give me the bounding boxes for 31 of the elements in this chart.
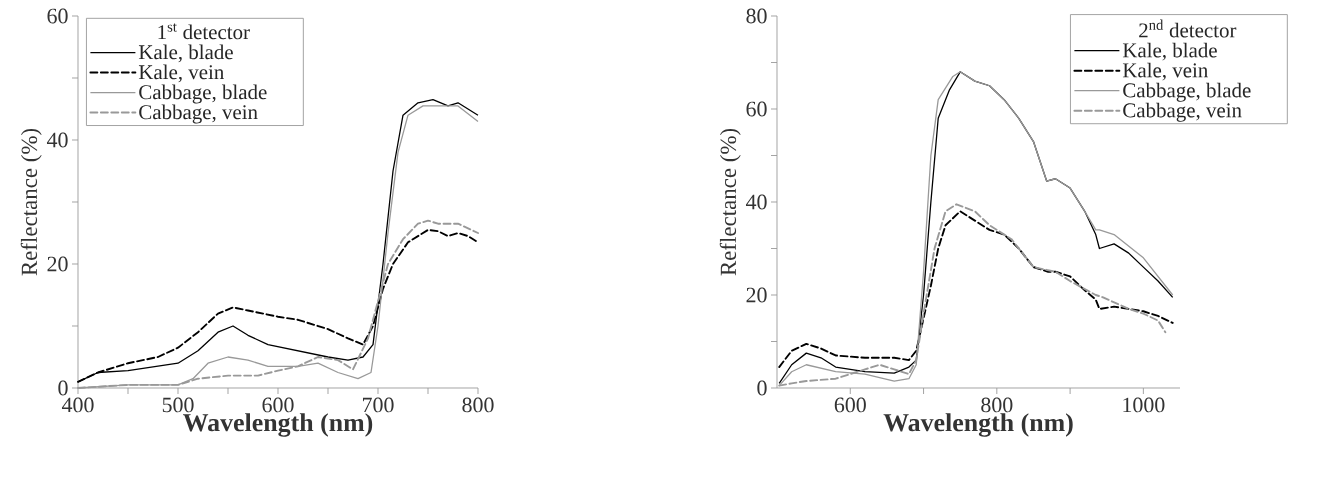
x-tick-label: 700 <box>363 397 394 413</box>
x-tick-label: 600 <box>834 397 866 413</box>
legend-label: Cabbage, blade <box>1123 82 1251 102</box>
y-axis-title: Reflectance (%) <box>719 128 741 276</box>
x-tick-label: 800 <box>981 397 1013 413</box>
y-tick-label: 60 <box>746 101 767 117</box>
legend-title: 2$^{nd}$ detector <box>1139 19 1237 38</box>
x-tick-label: 400 <box>61 397 94 413</box>
legend-label: Cabbage, vein <box>139 104 258 124</box>
y-tick-label: 80 <box>746 8 767 24</box>
y-tick-label: 60 <box>47 8 68 24</box>
legend-label: Kale, vein <box>1122 62 1208 81</box>
y-axis-title: Reflectance (%) <box>20 128 42 276</box>
y-tick-label: 40 <box>46 132 68 148</box>
legend-label: Kale, blade <box>1122 42 1217 61</box>
x-axis-title: Wavelength (nm) <box>883 413 1073 437</box>
legend-label: Kale, vein <box>138 64 224 83</box>
x-tick-label: 800 <box>462 397 494 413</box>
y-tick-label: 0 <box>58 380 68 396</box>
x-tick-label: 1000 <box>1123 397 1165 413</box>
y-tick-label: 20 <box>746 287 767 303</box>
legend-label: Kale, blade <box>138 44 233 63</box>
y-tick-label: 40 <box>745 194 767 210</box>
x-tick-label: 500 <box>162 397 194 413</box>
legend-label: Cabbage, blade <box>139 84 267 104</box>
y-tick-label: 20 <box>47 256 68 272</box>
x-tick-label: 600 <box>262 397 294 413</box>
x-axis-title: Wavelength (nm) <box>183 413 373 437</box>
y-tick-label: 0 <box>757 380 767 396</box>
legend-title: 1$^{st}$ detector <box>158 23 250 40</box>
legend-label: Cabbage, vein <box>1123 102 1242 122</box>
